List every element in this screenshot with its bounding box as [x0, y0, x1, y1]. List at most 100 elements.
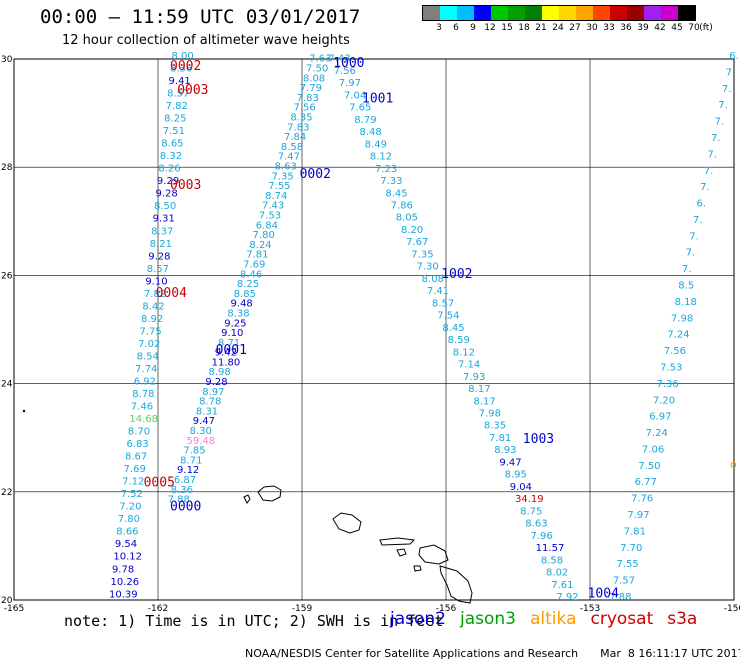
wave-height-value: 7.56	[664, 346, 686, 357]
lat-tick-label: 26	[1, 271, 13, 281]
wave-height-value: 6.83	[126, 439, 148, 450]
wave-height-value: 7.33	[380, 176, 402, 187]
footer-credit: NOAA/NESDIS Center for Satellite Applica…	[238, 634, 740, 660]
wave-height-value: 59.48	[186, 436, 215, 447]
wave-height-value: 8.92	[141, 314, 163, 325]
legend-label: 3	[436, 23, 442, 33]
wave-height-value: 7.55	[616, 559, 638, 570]
island-lanai	[396, 548, 407, 557]
wave-height-value: 7.46	[131, 402, 153, 413]
map-title: 00:00 – 11:59 UTC 03/01/2017	[40, 6, 361, 28]
wave-height-value: 7.41	[427, 286, 449, 297]
lon-tick-label: -156	[436, 604, 457, 614]
wave-height-value: 7.36	[656, 379, 678, 390]
wave-height-value: 8.21	[150, 239, 172, 250]
wave-height-value: 7.97	[627, 510, 649, 521]
wave-height-value: 8.98	[209, 367, 231, 378]
wave-height-value: 7.	[718, 100, 728, 111]
wave-height-value: 8.78	[199, 397, 221, 408]
satellite-s3a: s3a	[667, 609, 698, 629]
wave-height-value: 7.69	[124, 464, 146, 475]
lat-tick-label: 22	[1, 488, 12, 498]
legend-label: 18	[518, 23, 530, 33]
wave-height-value: 8.45	[385, 188, 407, 199]
pass-number: 0003	[170, 178, 201, 193]
wave-height-value: 8.08	[303, 73, 325, 84]
legend-swatch	[474, 6, 491, 20]
legend-swatch	[661, 6, 678, 20]
wave-height-value: 9.28	[155, 189, 177, 200]
pass-number: 1004	[588, 586, 619, 601]
pass-number: 0002	[170, 59, 201, 74]
wave-height-value: 7.74	[135, 364, 157, 375]
wave-height-value: 7.97	[339, 78, 361, 89]
wave-height-value: 8.48	[359, 127, 381, 138]
wave-height-value: 8.49	[365, 139, 387, 150]
legend-swatch	[644, 6, 661, 20]
legend-label: 45	[671, 23, 683, 33]
wave-height-value: 8.57	[147, 264, 169, 275]
pass-labels: 0002 0003 0003 0004 0005 0000 0001 0002 1000 1001…	[144, 56, 619, 601]
island-hawaii	[439, 565, 473, 604]
wave-height-value: 7.56	[334, 66, 356, 77]
wave-height-value: 8.37	[151, 226, 173, 237]
wave-height-value: 8.63	[525, 519, 547, 530]
wave-height-value: 8.05	[396, 213, 418, 224]
wave-height-value: 7.20	[653, 395, 675, 406]
wave-height-value: 7.51	[163, 126, 185, 137]
wave-height-value: 8.74	[265, 191, 287, 202]
altika-marker: o	[730, 458, 737, 471]
wave-height-value: 7.23	[375, 164, 397, 175]
lat-tick-label: 20	[1, 596, 13, 606]
wave-height-value: 7.	[704, 166, 714, 177]
axis-tick-labels: -165 -162 -159 -156 -153 -150 30 28 26 24 22 20	[1, 55, 740, 614]
wave-height-value: 8.71	[218, 338, 240, 349]
legend-swatch	[593, 6, 610, 20]
pass-number: 1002	[441, 267, 472, 282]
wave-height-value: 7.47	[278, 152, 300, 163]
wave-height-value: 7.88	[609, 592, 631, 603]
satellite-cryosat: cryosat	[590, 609, 654, 629]
wave-height-value: 8.36	[170, 64, 192, 75]
wave-height-value: 7.	[700, 182, 710, 193]
wave-height-value: 6.87	[174, 475, 196, 486]
wave-height-value: 8.50	[154, 201, 176, 212]
wave-height-value: 7.	[693, 215, 703, 226]
wave-height-value: 9.28	[205, 377, 227, 388]
legend-labels: 3 6 9 12 15 18 21 24 27 30 33 36 39 42 45 70 (ft)	[422, 21, 713, 35]
wave-height-value: 9.25	[224, 318, 246, 329]
wave-height-value: 7.14	[458, 360, 480, 371]
island-niihau	[243, 494, 251, 504]
legend-swatch	[525, 6, 542, 20]
legend-label: 30	[586, 23, 598, 33]
wave-height-value: 6.97	[649, 412, 671, 423]
wave-height-value: 9.78	[112, 564, 134, 575]
wave-height-value: 7.30	[416, 262, 438, 273]
wave-height-value: 8.85	[234, 289, 256, 300]
lat-tick-label: 28	[1, 163, 13, 173]
wave-height-value: 7.98	[671, 313, 693, 324]
lat-tick-label: 24	[1, 380, 13, 390]
wave-height-value: 8.25	[164, 114, 186, 125]
satellite-jason3: jason3	[460, 609, 516, 629]
island-molokai	[379, 537, 416, 546]
island-maui	[418, 544, 449, 565]
wave-height-value: 8.30	[190, 426, 212, 437]
wave-height-value: 7.	[682, 264, 692, 275]
legend-label: 6	[453, 23, 459, 33]
altimeter-tracks: 8.008.369.418.577.828.257.518.658.328.26…	[109, 51, 739, 603]
lat-tick-label: 30	[1, 55, 13, 65]
pass-number: 0002	[300, 167, 331, 182]
wave-height-value: 8.42	[142, 301, 164, 312]
wave-height-value: 6.84	[256, 220, 278, 231]
wave-height-value: 9.41	[169, 76, 191, 87]
wave-height-value: 8.24	[249, 240, 271, 251]
wave-height-value: 11.57	[536, 543, 565, 554]
wave-height-value: 7.82	[166, 101, 188, 112]
wave-height-value: 8.20	[401, 225, 423, 236]
wave-height-value: 8.02	[546, 568, 568, 579]
map-subtitle: 12 hour collection of altimeter wave hei…	[62, 33, 350, 48]
wave-height-value: 7.67	[406, 237, 428, 248]
wave-height-value: 7.81	[246, 250, 268, 261]
legend-label: 36	[620, 23, 632, 33]
